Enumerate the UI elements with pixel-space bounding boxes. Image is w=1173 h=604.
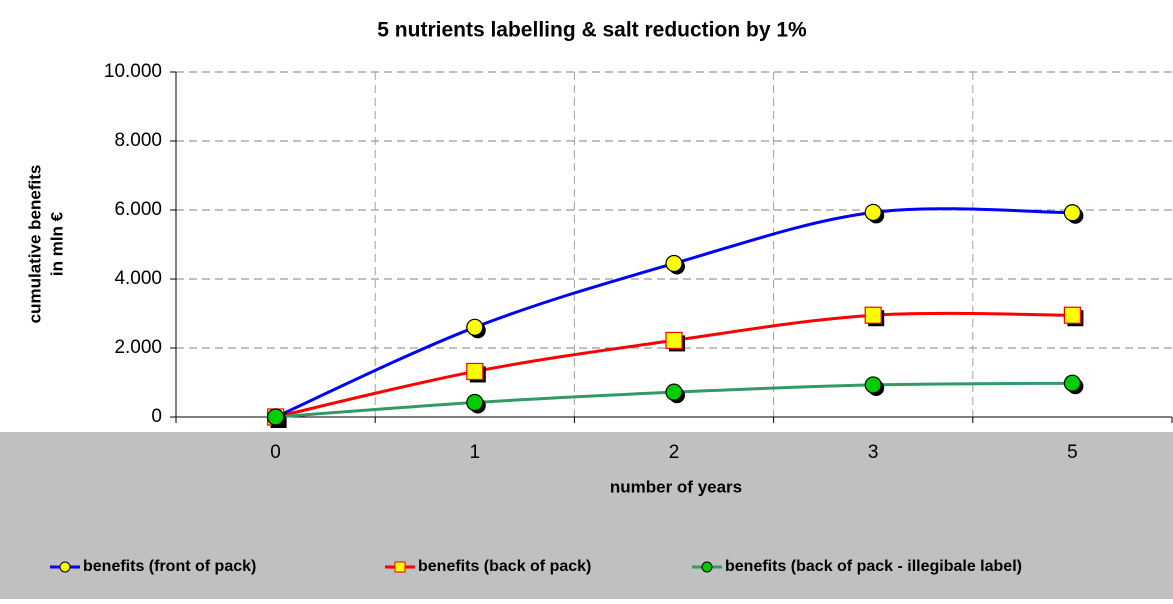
legend-marker xyxy=(701,561,713,573)
y-tick-label: 0 xyxy=(151,406,162,427)
x-tick-label: 0 xyxy=(270,442,281,463)
marker xyxy=(267,408,285,426)
y-tick-label: 6.000 xyxy=(114,199,162,220)
marker xyxy=(665,254,683,273)
legend-label: benefits (back of pack - illegibale labe… xyxy=(725,558,1022,575)
x-tick-label: 2 xyxy=(669,442,680,463)
marker xyxy=(665,383,683,401)
legend-marker xyxy=(394,561,406,573)
legend-marker xyxy=(59,561,71,573)
y-tick-label: 4.000 xyxy=(114,268,162,289)
marker xyxy=(1063,374,1082,392)
marker xyxy=(1063,306,1082,324)
legend-label: benefits (front of pack) xyxy=(83,558,256,575)
marker xyxy=(864,203,882,222)
chart-title: 5 nutrients labelling & salt reduction b… xyxy=(377,19,807,42)
marker xyxy=(466,393,484,412)
y-tick-label: 8.000 xyxy=(114,130,162,151)
marker xyxy=(466,362,484,381)
x-tick-label: 5 xyxy=(1067,442,1078,463)
y-tick-label: 10.000 xyxy=(104,61,162,82)
y-tick-label: 2.000 xyxy=(114,337,162,358)
y-axis-title: cumulative benefits xyxy=(25,165,44,324)
marker xyxy=(864,306,882,324)
x-axis-title: number of years xyxy=(610,477,742,496)
legend-band xyxy=(0,432,1173,599)
legend-label: benefits (back of pack) xyxy=(418,558,591,575)
x-tick-label: 3 xyxy=(868,442,879,463)
marker xyxy=(1063,204,1082,222)
y-axis-title: in mln € xyxy=(47,211,66,276)
marker xyxy=(864,376,882,394)
x-tick-label: 1 xyxy=(470,442,481,463)
marker xyxy=(466,318,484,336)
marker xyxy=(665,331,683,350)
